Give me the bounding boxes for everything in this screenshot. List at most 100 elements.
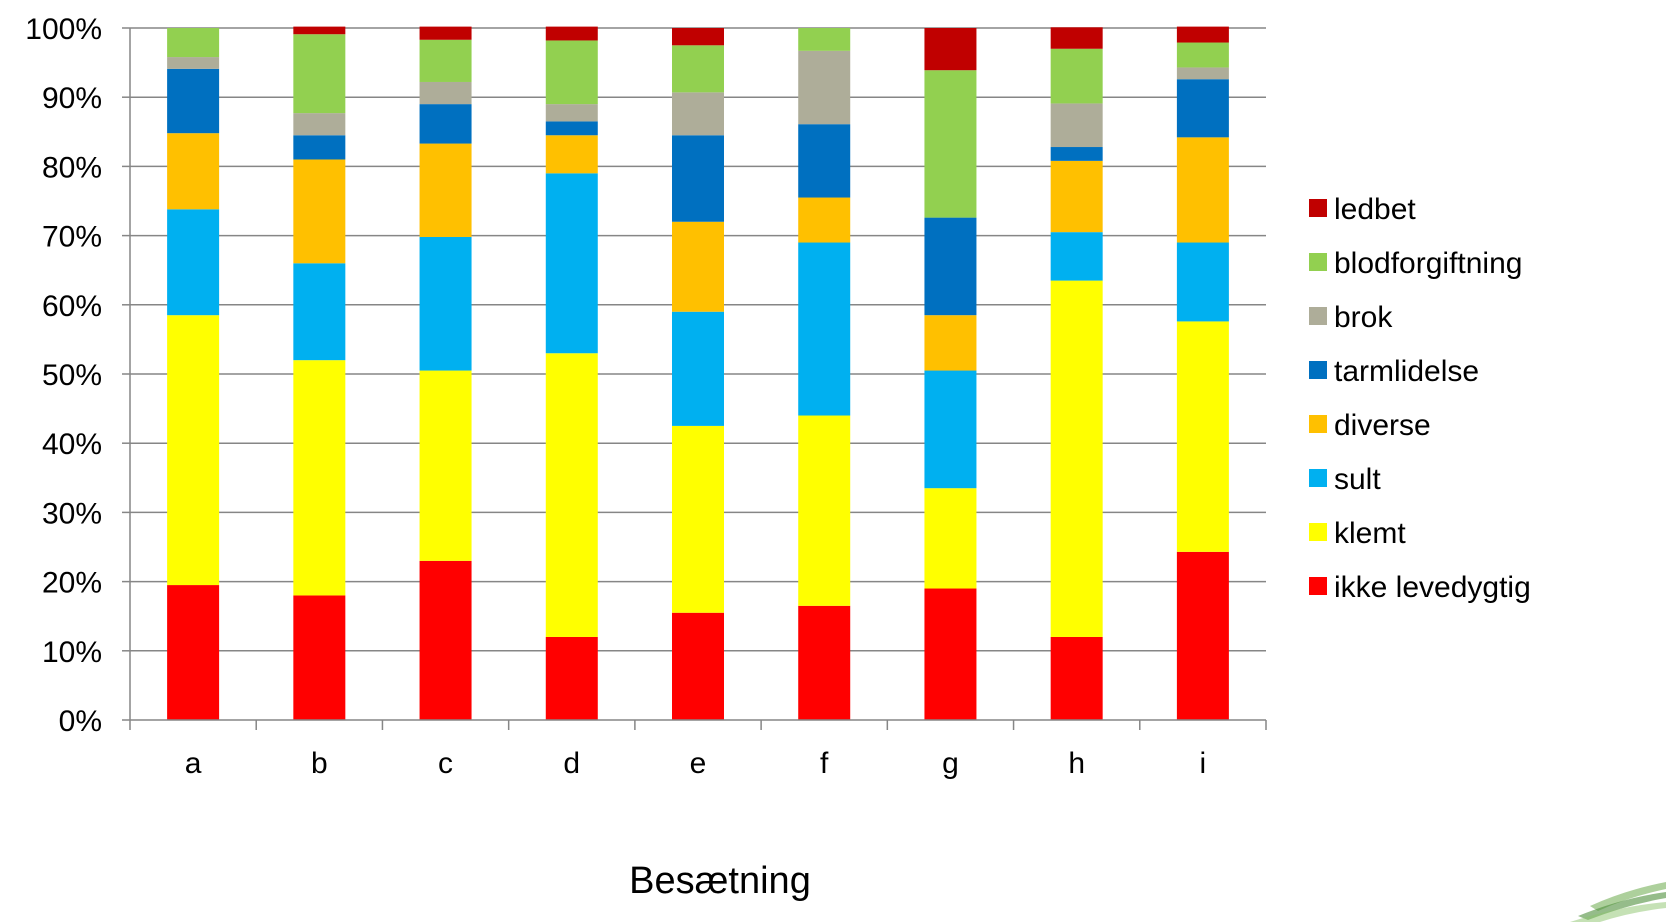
legend-swatch	[1309, 577, 1327, 595]
x-tick-label: g	[942, 747, 959, 780]
bar-a-tarmlidelse	[167, 68, 220, 134]
bar-g-ikke-levedygtig	[924, 588, 977, 720]
bar-i-sult	[1176, 242, 1229, 322]
bar-c-blodforgiftning	[419, 39, 472, 82]
bar-d-tarmlidelse	[545, 121, 598, 136]
bar-b-ikke-levedygtig	[293, 595, 346, 720]
bar-g-ledbet	[924, 28, 977, 71]
bar-g-blodforgiftning	[924, 70, 977, 218]
bar-d-ledbet	[545, 26, 598, 41]
bars	[167, 26, 1229, 720]
bar-b-blodforgiftning	[293, 34, 346, 114]
bar-h-ledbet	[1050, 27, 1103, 49]
y-tick-label: 70%	[42, 221, 102, 254]
y-tick-label: 20%	[42, 567, 102, 600]
bar-a-sult	[167, 209, 220, 316]
bar-c-klemt	[419, 370, 472, 561]
y-tick-label: 100%	[25, 13, 102, 46]
bar-f-klemt	[798, 415, 851, 606]
bar-d-ikke-levedygtig	[545, 636, 598, 720]
bar-e-tarmlidelse	[672, 135, 724, 222]
bar-c-tarmlidelse	[419, 104, 472, 144]
bar-i-ikke-levedygtig	[1176, 551, 1229, 720]
bar-d-blodforgiftning	[545, 40, 598, 105]
legend-label: brok	[1334, 301, 1393, 334]
bar-c-ikke-levedygtig	[419, 560, 472, 720]
bar-b-sult	[293, 263, 346, 361]
bar-f-brok	[798, 50, 851, 125]
legend-label: ikke levedygtig	[1334, 571, 1531, 604]
bar-h-ikke-levedygtig	[1050, 636, 1103, 720]
legend-label: diverse	[1334, 409, 1431, 442]
bar-b-klemt	[293, 360, 346, 596]
y-tick-label: 30%	[42, 497, 102, 530]
y-tick-labels: 0% 10% 20% 30% 40% 50% 60% 70% 80% 90% 100%	[25, 13, 102, 738]
legend-label: ledbet	[1334, 193, 1416, 226]
bar-i-tarmlidelse	[1176, 79, 1229, 138]
x-tick-label: d	[563, 747, 580, 780]
bar-g-sult	[924, 370, 977, 489]
y-tick-label: 80%	[42, 151, 102, 184]
bar-a-ikke-levedygtig	[167, 585, 220, 720]
bar-a-blodforgiftning	[167, 28, 220, 58]
bar-e-sult	[672, 311, 724, 426]
bar-c-brok	[419, 81, 472, 105]
bar-b-tarmlidelse	[293, 135, 346, 160]
x-tick-label: e	[690, 747, 707, 780]
x-tick-label: f	[820, 747, 829, 780]
x-tick-label: i	[1200, 747, 1207, 780]
bar-e-diverse	[672, 221, 724, 312]
bar-e-ikke-levedygtig	[672, 612, 724, 720]
legend-swatch	[1309, 361, 1327, 379]
bar-i-brok	[1176, 67, 1229, 80]
bar-a-diverse	[167, 133, 220, 210]
bar-h-diverse	[1050, 160, 1103, 233]
bar-e-brok	[672, 92, 724, 136]
bar-c-sult	[419, 236, 472, 371]
y-tick-label: 0%	[59, 705, 102, 738]
bar-h-sult	[1050, 232, 1103, 281]
y-tick-label: 90%	[42, 82, 102, 115]
legend-swatch	[1309, 415, 1327, 433]
legend-label: blodforgiftning	[1334, 247, 1522, 280]
bar-g-klemt	[924, 488, 977, 589]
bar-d-brok	[545, 104, 598, 122]
bar-h-tarmlidelse	[1050, 147, 1103, 161]
bar-f-sult	[798, 242, 851, 416]
bar-g-tarmlidelse	[924, 217, 977, 316]
x-tick-label: b	[311, 747, 328, 780]
bar-h-brok	[1050, 103, 1103, 148]
bar-e-klemt	[672, 425, 724, 613]
bar-f-tarmlidelse	[798, 124, 851, 198]
bar-i-ledbet	[1176, 26, 1229, 43]
bar-e-blodforgiftning	[672, 45, 724, 93]
x-tick-label: h	[1068, 747, 1085, 780]
legend-swatch	[1309, 253, 1327, 271]
bar-b-ledbet	[293, 26, 346, 35]
bar-e-ledbet	[672, 28, 724, 46]
y-tick-label: 60%	[42, 290, 102, 323]
x-tick-labels: a b c d e f g h i	[185, 747, 1206, 780]
bar-g-diverse	[924, 315, 977, 371]
logo-decoration	[1570, 882, 1666, 922]
y-tick-label: 10%	[42, 636, 102, 669]
bar-f-diverse	[798, 197, 851, 243]
bar-a-brok	[167, 57, 220, 69]
legend-label: klemt	[1334, 517, 1406, 550]
x-tick-label: a	[185, 747, 202, 780]
legend-swatch	[1309, 307, 1327, 325]
x-tick-label: c	[438, 747, 453, 780]
bar-f-ikke-levedygtig	[798, 605, 851, 720]
legend-label: tarmlidelse	[1334, 355, 1479, 388]
bar-c-diverse	[419, 143, 472, 237]
legend-swatch	[1309, 199, 1327, 217]
x-axis-label: Besætning	[629, 860, 811, 902]
legend-label: sult	[1334, 463, 1381, 496]
bar-f-blodforgiftning	[798, 28, 851, 51]
bar-i-blodforgiftning	[1176, 42, 1229, 68]
bar-a-klemt	[167, 315, 220, 586]
axes	[129, 28, 1267, 730]
legend-swatch	[1309, 523, 1327, 541]
bar-d-klemt	[545, 353, 598, 637]
